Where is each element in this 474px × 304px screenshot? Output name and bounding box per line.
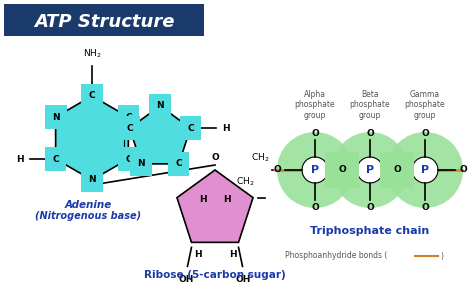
Polygon shape [129,106,191,164]
Text: Phosphoanhydride bonds (: Phosphoanhydride bonds ( [285,251,387,261]
Text: P: P [421,165,429,175]
Text: C: C [175,159,182,168]
Text: O: O [393,165,401,174]
Text: ): ) [440,251,443,261]
Text: NH$_2$: NH$_2$ [82,47,101,60]
Circle shape [357,157,383,183]
Text: P: P [311,165,319,175]
Text: O: O [338,165,346,174]
Text: O: O [311,130,319,139]
Text: O: O [366,130,374,139]
Text: C: C [125,112,132,122]
Text: Ribose (5-carbon sugar): Ribose (5-carbon sugar) [144,270,286,280]
Text: O: O [311,203,319,212]
Circle shape [412,157,438,183]
Text: CH$_2$: CH$_2$ [251,152,270,164]
Text: N: N [137,159,145,168]
Text: H: H [194,250,201,259]
Text: O: O [366,203,374,212]
Text: H: H [228,250,237,259]
Text: C: C [52,154,59,164]
Text: Gamma
phosphate
group: Gamma phosphate group [405,90,445,120]
Text: C: C [125,154,132,164]
FancyBboxPatch shape [4,4,204,36]
Text: H: H [223,195,231,205]
Text: OH: OH [179,275,194,284]
Text: Triphosphate chain: Triphosphate chain [310,226,429,236]
Text: O: O [421,130,429,139]
Circle shape [387,132,463,208]
Text: Adenine: Adenine [64,200,111,210]
Text: P: P [366,165,374,175]
Text: O: O [421,203,429,212]
Text: N: N [88,175,96,185]
Text: O: O [211,153,219,162]
Text: Beta
phosphate
group: Beta phosphate group [350,90,390,120]
Text: OH: OH [236,275,251,284]
Text: C: C [89,92,95,101]
Text: N: N [52,112,59,122]
Text: C: C [187,124,194,133]
Polygon shape [55,96,128,180]
Text: ATP Structure: ATP Structure [34,13,174,31]
Text: O: O [273,165,281,174]
Text: N: N [156,102,164,110]
Text: CH$_2$: CH$_2$ [236,175,254,188]
Text: O: O [459,165,467,174]
Text: Alpha
phosphate
group: Alpha phosphate group [295,90,335,120]
Text: H: H [199,195,207,205]
Text: (Nitrogenous base): (Nitrogenous base) [35,211,141,221]
Circle shape [332,132,408,208]
Circle shape [277,132,353,208]
Text: H: H [16,154,24,164]
Text: C: C [126,124,133,133]
Circle shape [302,157,328,183]
Polygon shape [177,170,253,242]
Text: H: H [222,124,230,133]
